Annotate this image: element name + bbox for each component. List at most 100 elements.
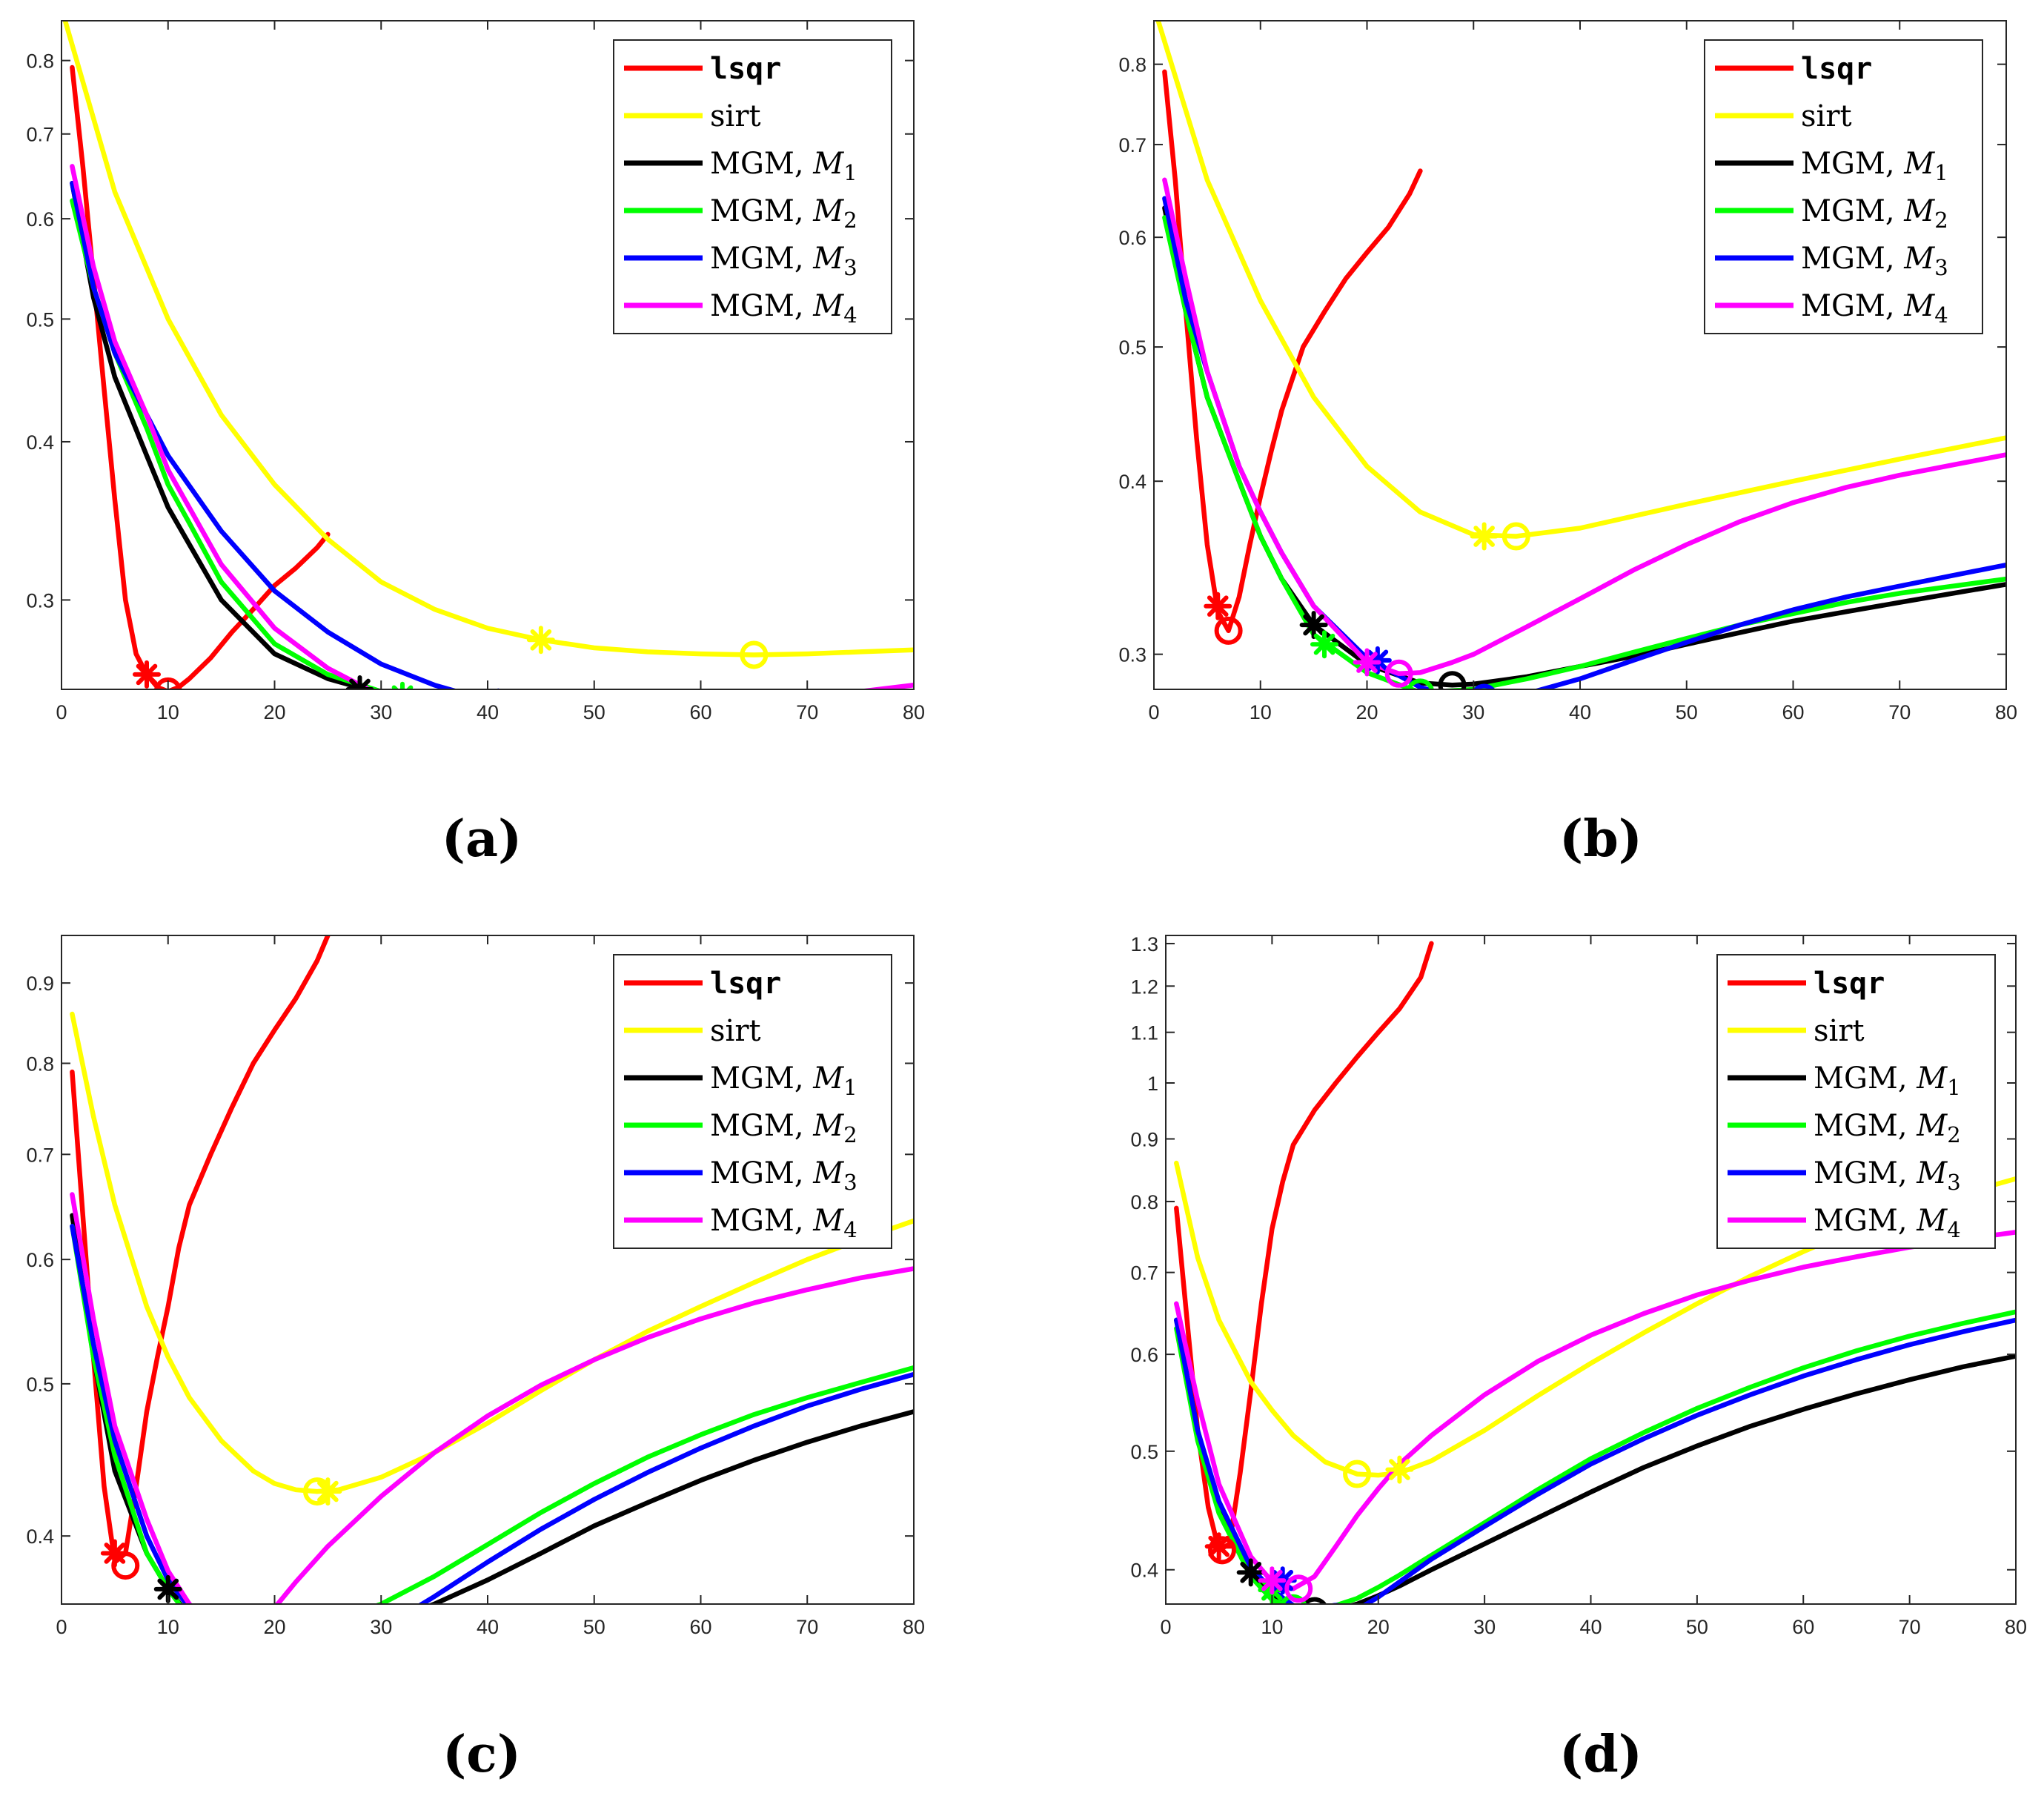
series-line-5 (1162, 177, 2006, 677)
x-tick-label: 80 (903, 1616, 925, 1638)
legend-label: MGM, M1 (710, 147, 857, 185)
star-marker-arm (202, 1614, 219, 1631)
legend-label: sirt (710, 99, 761, 133)
legend: lsqr sirt MGM, M1 MGM, M2 MGM, M3 MGM, M4 (613, 954, 892, 1249)
circle-marker-2 (1438, 671, 1467, 689)
y-tick-label: 0.8 (1118, 54, 1147, 76)
x-tick-label: 30 (370, 701, 392, 723)
y-tick-label: 0.5 (1130, 1441, 1158, 1463)
series-line-5 (70, 164, 914, 689)
y-tick-label: 0.4 (26, 431, 54, 454)
circle-marker-2 (252, 1635, 276, 1659)
y-tick-label: 0.3 (1118, 644, 1147, 666)
legend-label: MGM, M4 (1801, 289, 1948, 328)
star-marker-5 (1258, 1566, 1287, 1595)
star-marker-0 (1204, 592, 1232, 620)
panel-label: (a) (442, 809, 522, 869)
x-tick-label: 0 (56, 701, 67, 723)
series-layer (1155, 21, 2006, 689)
y-tick-label: 0.5 (26, 1374, 54, 1396)
legend: lsqr sirt MGM, M1 MGM, M2 MGM, M3 MGM, M4 (613, 39, 892, 334)
legend-label: MGM, M1 (1814, 1061, 1961, 1100)
circle-marker-3 (242, 1644, 265, 1668)
series-layer (62, 21, 914, 689)
x-tick-label: 40 (1569, 701, 1591, 723)
x-tick-label: 70 (796, 1616, 818, 1638)
star-marker-4 (199, 1611, 222, 1635)
y-tick-label: 0.7 (1130, 1262, 1158, 1285)
legend-label: lsqr (710, 52, 781, 86)
y-tick-label: 0.8 (26, 50, 54, 73)
x-tick-label: 70 (1899, 1616, 1921, 1638)
legend-label: MGM, M2 (710, 194, 857, 233)
x-tick-label: 80 (903, 701, 925, 723)
legend-label: MGM, M1 (1801, 147, 1948, 185)
legend-label: MGM, M3 (1801, 242, 1948, 280)
panel-label: (c) (442, 1725, 521, 1784)
series-layer (70, 935, 914, 1668)
star-marker-1 (526, 626, 555, 655)
legend-label: MGM, M2 (710, 1109, 857, 1147)
star-marker-arm (530, 629, 552, 651)
legend-label: MGM, M2 (1814, 1109, 1961, 1147)
series-line-3 (1162, 215, 2006, 689)
circle-marker-0 (153, 677, 182, 689)
y-tick-label: 0.5 (26, 308, 54, 331)
x-tick-label: 30 (370, 1616, 392, 1638)
x-tick-label: 50 (1686, 1616, 1708, 1638)
series-line-2 (70, 1213, 914, 1604)
legend-label: MGM, M2 (1801, 194, 1948, 233)
x-tick-label: 10 (157, 1616, 179, 1638)
legend: lsqr sirt MGM, M1 MGM, M2 MGM, M3 MGM, M4 (1716, 954, 1996, 1249)
y-tick-label: 1.2 (1130, 975, 1158, 998)
legend-label: MGM, M4 (710, 1204, 857, 1242)
x-tick-label: 40 (477, 1616, 499, 1638)
y-tick-label: 0.4 (1118, 471, 1147, 493)
star-marker-arm (1356, 652, 1378, 673)
y-tick-label: 0.7 (26, 1144, 54, 1166)
x-tick-label: 20 (263, 1616, 285, 1638)
x-tick-label: 10 (157, 701, 179, 723)
x-tick-label: 0 (1160, 1616, 1171, 1638)
star-marker-arm (202, 1614, 219, 1631)
star-marker-1 (1470, 522, 1499, 551)
y-tick-label: 0.3 (26, 589, 54, 612)
legend-label: lsqr (1801, 52, 1872, 86)
y-tick-label: 0.9 (26, 973, 54, 995)
star-marker-arm (136, 663, 158, 686)
series-layer (1174, 941, 2016, 1604)
series-line-0 (1162, 69, 1423, 634)
chart-panel-d: 0 10 20 30 40 50 60 70 80 0.4 0.5 0.6 0.7 0.8 0.9 1 1.1 1… (1130, 933, 2027, 1784)
star-marker-2 (1236, 1558, 1265, 1587)
x-tick-label: 60 (1792, 1616, 1814, 1638)
series-line-4 (70, 1224, 914, 1604)
y-tick-label: 1 (1147, 1073, 1158, 1095)
y-tick-label: 0.4 (26, 1525, 54, 1548)
circle-marker-3 (1279, 1594, 1307, 1604)
legend-box (613, 954, 892, 1249)
y-tick-label: 0.7 (26, 124, 54, 146)
circle-marker-0 (1207, 1536, 1236, 1565)
star-marker-2 (1299, 611, 1328, 640)
y-tick-label: 0.8 (1130, 1191, 1158, 1213)
star-marker-arm (192, 1619, 209, 1636)
legend-label: MGM, M3 (710, 242, 857, 280)
legend: lsqr sirt MGM, M1 MGM, M2 MGM, M3 MGM, M4 (1704, 39, 1983, 334)
series-line-0 (70, 64, 331, 689)
x-tick-label: 10 (1261, 1616, 1283, 1638)
series-line-3 (70, 198, 383, 689)
legend-label: MGM, M4 (1814, 1204, 1961, 1242)
x-tick-label: 70 (796, 701, 818, 723)
circle-marker-0 (1214, 616, 1243, 645)
x-tick-label: 0 (1148, 701, 1159, 723)
chart-panel-b: 0 10 20 30 40 50 60 70 80 0.3 0.4 0.5 0.6 0.7 0.8 lsqr s… (1118, 20, 2017, 869)
x-tick-label: 80 (1995, 701, 2017, 723)
legend-label: MGM, M3 (710, 1156, 857, 1195)
series-line-2 (1174, 1317, 2016, 1604)
y-tick-label: 0.4 (1130, 1560, 1158, 1582)
star-marker-3 (391, 681, 414, 689)
star-marker-arm (1313, 633, 1335, 655)
series-line-5 (1174, 1230, 2016, 1591)
circle-marker-2 (1302, 1597, 1327, 1604)
x-tick-label: 30 (1462, 701, 1484, 723)
